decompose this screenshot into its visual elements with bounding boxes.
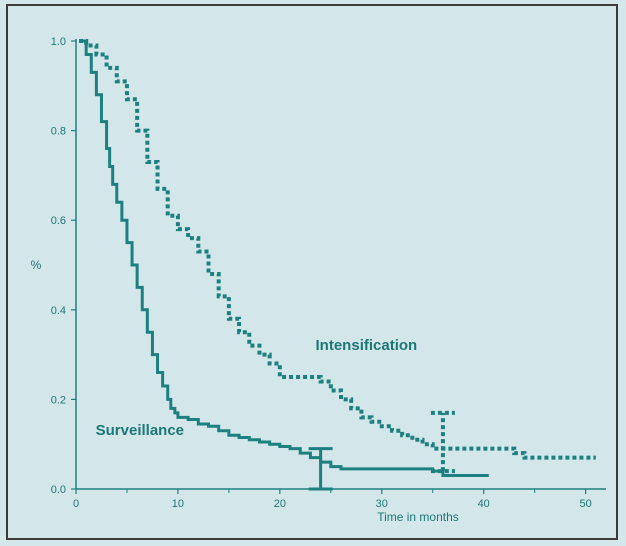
y-tick-label: 0.6 (51, 215, 66, 227)
x-tick-label: 20 (274, 498, 286, 510)
y-axis-title: % (31, 258, 42, 272)
axes: 0.0 0.2 0.4 0.6 0.8 1.0 0 10 20 30 40 50 (51, 36, 606, 510)
y-tick-label: 1.0 (51, 36, 66, 48)
series-label-surveillance: Surveillance (96, 422, 184, 439)
plot-area: Surveillance Intensification (79, 39, 596, 491)
y-tick-label: 0.0 (51, 484, 66, 496)
y-tick-label: 0.2 (51, 394, 66, 406)
series-line-surveillance (79, 39, 489, 478)
y-tick-label: 0.4 (51, 305, 66, 317)
x-tick-label: 30 (376, 498, 388, 510)
x-tick-label: 0 (73, 498, 79, 510)
x-tick-label: 10 (172, 498, 184, 510)
x-tick-label: 50 (579, 498, 591, 510)
x-axis-title: Time in months (377, 510, 459, 524)
x-tick-label: 40 (478, 498, 490, 510)
series-label-intensification: Intensification (316, 337, 418, 354)
y-tick-label: 0.8 (51, 126, 66, 138)
chart-frame: 0.0 0.2 0.4 0.6 0.8 1.0 0 10 20 30 40 50 Surveillan… (6, 4, 618, 540)
survival-chart: 0.0 0.2 0.4 0.6 0.8 1.0 0 10 20 30 40 50 Surveillan… (31, 36, 606, 524)
series-line-intensification (79, 39, 596, 460)
